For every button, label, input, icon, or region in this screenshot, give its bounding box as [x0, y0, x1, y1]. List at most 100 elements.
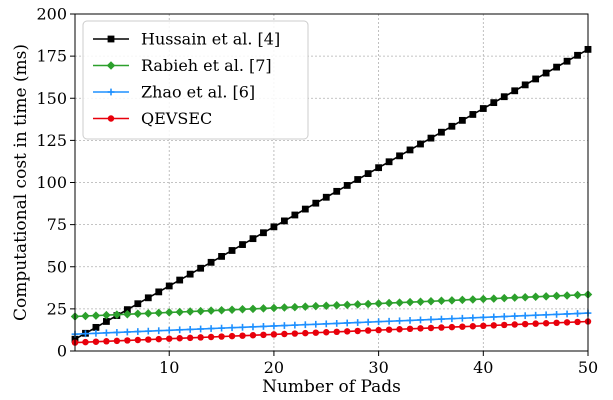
data-point [113, 337, 121, 345]
legend-box [82, 20, 309, 140]
data-point [574, 310, 581, 317]
data-point [469, 314, 477, 322]
data-point [123, 328, 131, 336]
data-point [500, 93, 508, 101]
data-point [322, 301, 331, 310]
data-point [270, 331, 278, 338]
data-point [417, 140, 424, 148]
legend-item: Rabieh et al. [7] [93, 56, 272, 75]
data-point [385, 158, 393, 166]
data-point [333, 187, 341, 195]
data-point [438, 315, 445, 323]
data-point [354, 176, 362, 183]
series-line [74, 312, 589, 335]
data-point [490, 99, 498, 107]
data-point [448, 315, 456, 323]
data-point [144, 294, 152, 302]
data-point [92, 323, 100, 331]
data-point [176, 276, 184, 284]
series-3 [71, 318, 592, 346]
data-point [500, 313, 508, 320]
data-point [542, 311, 550, 319]
data-point [333, 328, 340, 336]
data-point [364, 170, 372, 177]
data-point [155, 288, 163, 296]
data-point [532, 311, 540, 319]
data-point [197, 264, 205, 272]
data-point [106, 61, 116, 70]
data-point [107, 115, 115, 122]
x-tick-label: 40 [473, 358, 493, 377]
data-point [186, 326, 194, 333]
data-point [207, 333, 215, 341]
data-point [447, 296, 457, 305]
data-point [301, 321, 309, 329]
data-point [207, 258, 215, 266]
data-point [562, 291, 572, 300]
data-point [281, 330, 288, 338]
y-axis-label: Computational cost in time (ms) [11, 44, 31, 321]
data-point [552, 291, 561, 301]
data-point [553, 63, 560, 71]
data-point [396, 317, 403, 325]
data-point [521, 312, 529, 320]
data-point [405, 297, 415, 307]
data-point [385, 317, 393, 325]
y-tick-label: 75 [47, 215, 67, 234]
data-point [218, 324, 225, 332]
data-point [374, 299, 383, 308]
data-point [323, 329, 330, 336]
data-point [249, 332, 257, 339]
data-point [103, 338, 110, 345]
data-point [532, 75, 540, 83]
data-point [228, 247, 236, 254]
data-point [458, 314, 466, 322]
data-point [563, 57, 571, 65]
data-point [490, 313, 498, 321]
data-point [123, 309, 132, 319]
x-tick-label: 30 [368, 358, 388, 377]
data-point [249, 235, 257, 243]
x-tick-label: 50 [578, 358, 598, 377]
data-point [458, 116, 466, 124]
data-point [103, 318, 110, 325]
data-point [186, 334, 194, 342]
data-point [553, 319, 560, 327]
data-point [280, 322, 288, 329]
data-point [573, 290, 582, 300]
series-line [74, 320, 589, 344]
data-point [312, 320, 320, 328]
data-point [426, 297, 436, 306]
data-point [91, 311, 101, 320]
data-point [395, 298, 404, 307]
data-point [302, 329, 309, 337]
data-point [448, 122, 456, 130]
x-axis-label: Number of Pads [262, 377, 401, 397]
data-point [364, 327, 372, 334]
data-point [438, 324, 445, 331]
data-point [438, 128, 445, 136]
data-point [155, 327, 163, 335]
data-point [531, 292, 540, 302]
data-point [427, 316, 435, 323]
data-point [312, 199, 320, 207]
data-point [197, 325, 205, 333]
data-point [384, 298, 394, 308]
data-point [228, 324, 236, 332]
data-point [260, 331, 267, 339]
data-point [290, 302, 300, 312]
data-point [479, 313, 487, 321]
data-point [176, 335, 183, 342]
data-point [499, 293, 509, 303]
x-tick-label: 20 [264, 358, 284, 377]
data-point [301, 302, 310, 311]
y-tick-label: 125 [36, 131, 67, 150]
data-point [280, 217, 288, 225]
data-point [134, 336, 142, 344]
data-point [437, 296, 446, 306]
data-point [574, 318, 581, 326]
data-point [322, 193, 330, 201]
data-point [238, 305, 247, 314]
data-point [406, 146, 414, 154]
data-point [107, 88, 115, 96]
